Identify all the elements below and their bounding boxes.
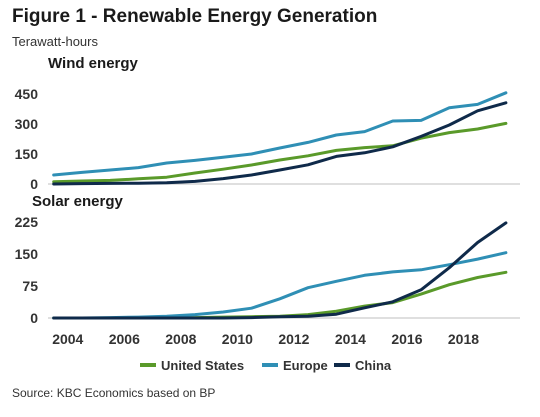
solar-series-line-europe (52, 251, 508, 320)
x-tick-label: 2004 (52, 331, 83, 347)
solar-y-tick-label: 150 (15, 246, 39, 262)
solar-series-line-united-states (52, 270, 508, 320)
x-tick-label: 2014 (335, 331, 366, 347)
wind-series-line-united-states (52, 121, 508, 184)
wind-y-tick-label: 300 (15, 116, 39, 132)
x-tick-label: 2012 (278, 331, 309, 347)
chart-subtitle: Terawatt-hours (12, 34, 98, 49)
x-axis: 2004 2006 2008 2010 2012 2014 2016 2018 (52, 331, 479, 347)
wind-panel-title: Wind energy (48, 55, 139, 72)
legend-label-china: China (355, 358, 392, 373)
legend: United States Europe China (140, 358, 392, 373)
x-tick-label: 2008 (165, 331, 196, 347)
chart-title: Figure 1 - Renewable Energy Generation (12, 6, 378, 27)
wind-series-line-europe (52, 91, 508, 177)
wind-y-tick-label: 150 (15, 146, 39, 162)
legend-label-europe: Europe (283, 358, 328, 373)
wind-y-tick-label: 450 (15, 86, 39, 102)
solar-y-tick-label: 75 (22, 278, 38, 294)
solar-y-tick-label: 0 (30, 310, 38, 326)
solar-panel: Solar energy 0 75 150 225 (15, 193, 520, 326)
source-note: Source: KBC Economics based on BP (12, 386, 216, 400)
solar-y-tick-label: 225 (15, 214, 39, 230)
wind-series-line-china (52, 101, 508, 186)
solar-series-line-china (52, 221, 508, 320)
solar-panel-title: Solar energy (32, 193, 124, 210)
x-tick-label: 2006 (109, 331, 140, 347)
wind-panel: Wind energy 0 150 300 450 (15, 55, 520, 192)
x-tick-label: 2016 (391, 331, 422, 347)
legend-label-united-states: United States (161, 358, 244, 373)
x-tick-label: 2010 (222, 331, 253, 347)
wind-y-tick-label: 0 (30, 176, 38, 192)
x-tick-label: 2018 (448, 331, 479, 347)
